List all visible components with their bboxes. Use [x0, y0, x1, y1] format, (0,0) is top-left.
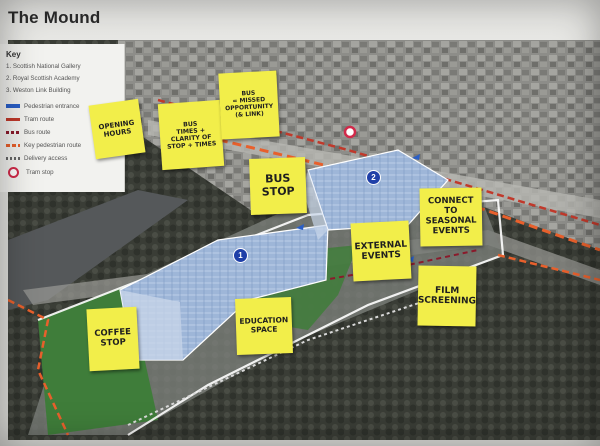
key-item: Pedestrian entrance	[6, 102, 79, 112]
sticky-note-coffee-stop: COFFEE STOP	[86, 306, 140, 372]
sticky-note-bus-times: BUS TIMES + CLARITY OF STOP + TIMES	[157, 99, 225, 171]
tram-stop-icon	[8, 167, 19, 178]
key-item-label: Pedestrian entrance	[24, 103, 80, 110]
key-item-label: 2. Royal Scottish Academy	[6, 75, 80, 82]
sticky-note-education-space: EDUCATION SPACE	[235, 297, 293, 355]
key-item-label: Bus route	[24, 129, 51, 136]
sticky-note-bus-missed-opportunity: BUS = MISSED OPPORTUNITY (& LINK)	[218, 70, 280, 140]
key-item: Key pedestrian route	[6, 141, 81, 151]
tram-stop-icon	[343, 125, 357, 139]
key-item: Tram stop	[6, 167, 54, 178]
key-item-label: Tram stop	[26, 169, 54, 177]
bus-route-line-icon	[6, 130, 20, 134]
key-item-label: Delivery access	[24, 155, 68, 162]
sticky-note-opening-hours: OPENING HOURS	[88, 98, 146, 160]
sticky-note-external-events: EXTERNAL EVENTS	[350, 220, 412, 282]
key-item-label: Tram route	[24, 116, 55, 123]
tram-route-line-icon	[6, 117, 20, 121]
building-marker-1[interactable]: 1	[233, 248, 248, 263]
sticky-note-bus-stop: BUS STOP	[249, 157, 307, 215]
board-title: The Mound	[8, 8, 101, 27]
key-item: Tram route	[6, 115, 54, 125]
pedestrian-entrance-arrow-icon	[6, 104, 20, 109]
key-item: 1. Scottish National Gallery	[6, 62, 81, 72]
sticky-note-film-screening: FILM SCREENING	[417, 265, 477, 327]
key-item: 3. Weston Link Building	[6, 86, 71, 96]
pedestrian-entrance-arrow-icon	[296, 224, 304, 230]
key-item-label: 3. Weston Link Building	[6, 87, 71, 94]
key-heading: Key	[6, 50, 21, 59]
key-item: Delivery access	[6, 154, 67, 164]
pedestrian-route-line-icon	[6, 143, 20, 147]
key-item: 2. Royal Scottish Academy	[6, 74, 80, 84]
key-item: Bus route	[6, 128, 50, 138]
sticky-note-connect-seasonal-events: CONNECT TO SEASONAL EVENTS	[419, 187, 483, 247]
key-item-label: Key pedestrian route	[24, 142, 82, 149]
key-item-label: 1. Scottish National Gallery	[6, 63, 81, 70]
delivery-access-line-icon	[6, 156, 20, 160]
building-marker-2[interactable]: 2	[366, 170, 381, 185]
